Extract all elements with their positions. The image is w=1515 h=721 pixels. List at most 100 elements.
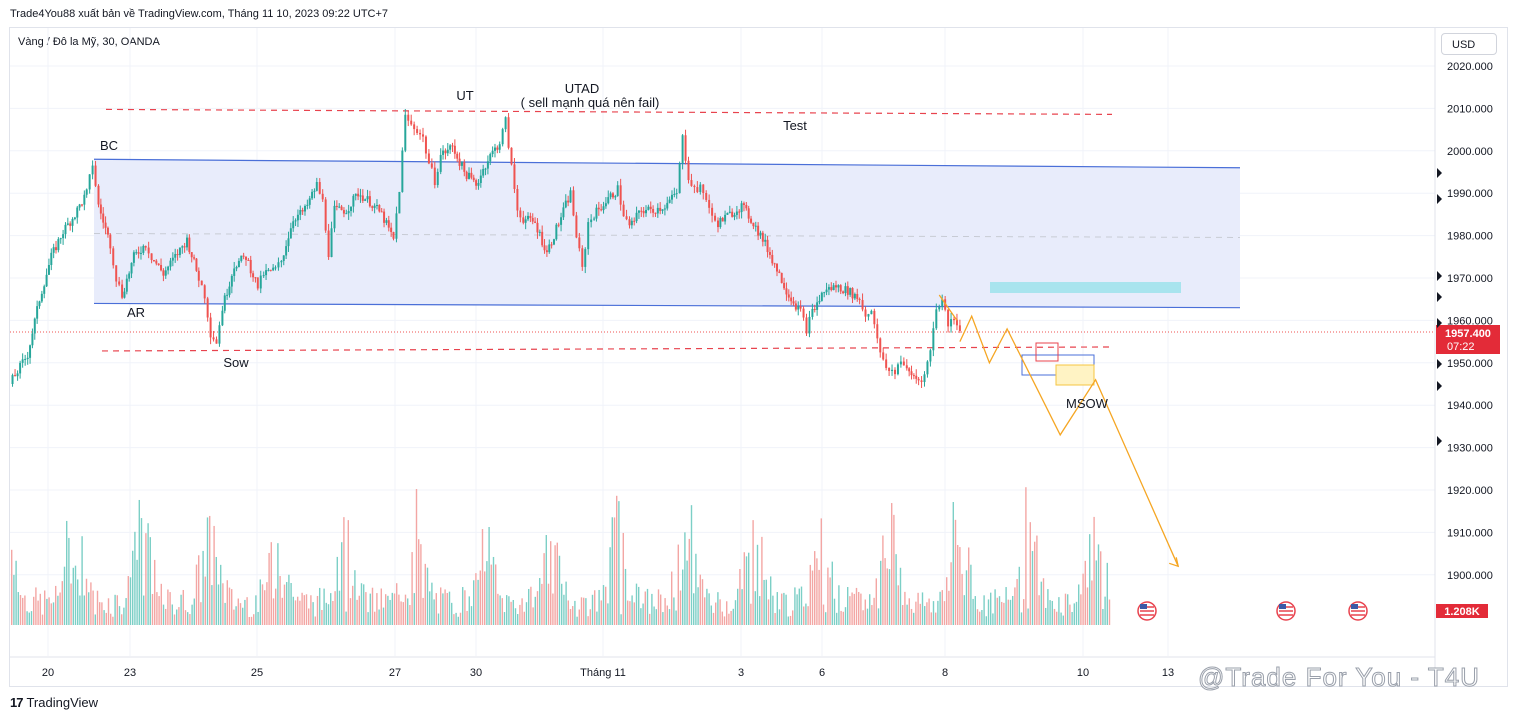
us-flag-icon[interactable] — [1348, 601, 1368, 621]
volume-bar — [490, 564, 492, 625]
volume-bar — [627, 600, 629, 625]
alert-markers[interactable] — [1437, 168, 1442, 446]
candle-body — [958, 325, 961, 332]
volume-bar — [154, 559, 156, 625]
candle-body — [212, 337, 215, 340]
candle-body — [802, 308, 805, 318]
volume-bar — [849, 596, 851, 625]
volume-bar — [686, 560, 688, 625]
candle-body — [905, 365, 908, 369]
volume-bar — [343, 517, 345, 625]
y-tick-label: 1900.000 — [1447, 570, 1493, 582]
volume-bar — [1071, 611, 1073, 625]
volume-bar — [930, 612, 932, 625]
volume-bar — [996, 597, 998, 625]
candle-body — [19, 362, 22, 374]
candle-body — [790, 297, 793, 302]
candle-body — [296, 214, 299, 221]
candle-body — [43, 286, 46, 294]
candle-body — [171, 257, 174, 261]
candle-body — [513, 164, 516, 189]
zones — [10, 108, 1435, 386]
volume-bar — [1023, 599, 1025, 625]
candle-body — [519, 210, 522, 218]
volume-bar — [220, 564, 222, 625]
candle-body — [249, 259, 252, 274]
volume-bar — [600, 600, 602, 625]
volume-bar — [277, 543, 279, 625]
candle-body — [359, 195, 362, 197]
volume-bar — [81, 536, 83, 625]
us-flag-icon[interactable] — [1276, 601, 1296, 621]
volume-bar — [838, 585, 840, 625]
volume-bar — [204, 576, 206, 625]
volume-bar — [536, 591, 539, 625]
candle-body — [569, 190, 572, 203]
y-tick-label: 1950.000 — [1447, 358, 1493, 370]
volume-bar — [466, 610, 468, 625]
candle-body — [611, 193, 614, 198]
volume-bar — [105, 612, 107, 625]
currency-button[interactable]: USD — [1441, 33, 1497, 55]
candle-body — [200, 280, 203, 286]
volume-bar — [880, 560, 882, 625]
candle-body — [522, 217, 525, 223]
candle-body — [604, 203, 607, 207]
volume-bar — [1093, 516, 1095, 625]
candle-body — [652, 208, 655, 213]
event-flags[interactable] — [1137, 601, 1368, 621]
candle-body — [252, 273, 255, 278]
candle-body — [885, 359, 888, 368]
candle-body — [468, 172, 471, 179]
volume-bar — [66, 520, 68, 625]
volume-bar — [1102, 609, 1104, 625]
volume-bar — [312, 602, 314, 625]
x-tick-label: 6 — [819, 667, 825, 679]
volume-bar — [862, 610, 864, 625]
candle-body — [787, 294, 790, 298]
candle-body — [247, 259, 250, 261]
volume-bar — [763, 579, 765, 625]
volume-bar — [602, 585, 605, 625]
candle-body — [272, 267, 275, 271]
volume-bar — [94, 614, 96, 625]
volume-bar — [979, 611, 981, 625]
volume-bar — [294, 600, 297, 625]
candle-body — [484, 168, 487, 170]
candle-body — [416, 129, 419, 133]
volume-bar — [290, 582, 292, 625]
candle-body — [501, 129, 504, 145]
volume-bar — [937, 600, 939, 625]
candle-body — [628, 219, 631, 226]
volume-bar — [226, 580, 228, 625]
candle-body — [759, 232, 762, 236]
candle-body — [642, 211, 645, 214]
volume-bar — [479, 570, 481, 625]
candle-body — [45, 274, 48, 287]
candle-body — [637, 210, 640, 213]
candle-body — [327, 230, 330, 258]
volume-bar — [215, 556, 217, 625]
symbol-legend[interactable]: Vàng / Đô la Mỹ, 30, OANDA — [18, 36, 160, 48]
footer-brand[interactable]: 17 TradingView — [10, 695, 98, 710]
volume-bar — [968, 547, 970, 625]
volume-bar — [158, 596, 160, 625]
candle-body — [338, 206, 341, 208]
candle-body — [254, 277, 257, 279]
candle-body — [602, 206, 605, 211]
y-tick-label: 1920.000 — [1447, 485, 1493, 497]
volume-bar — [913, 612, 915, 625]
candle-body — [726, 212, 729, 215]
candle-body — [941, 299, 944, 307]
candle-body — [888, 367, 891, 372]
time-axis[interactable]: 20 23 25 27 30 Tháng 11 3 6 8 10 13 — [42, 667, 1174, 679]
candle-body — [635, 212, 638, 222]
price-axis[interactable]: 2020.000 2010.000 2000.000 1990.000 1980.000… — [1447, 61, 1493, 582]
volume-bar — [646, 588, 649, 625]
us-flag-icon[interactable] — [1137, 601, 1157, 621]
candle-body — [799, 306, 802, 309]
marker-icon — [1437, 318, 1442, 328]
candle-body — [125, 278, 128, 292]
volume-bar — [598, 589, 600, 625]
